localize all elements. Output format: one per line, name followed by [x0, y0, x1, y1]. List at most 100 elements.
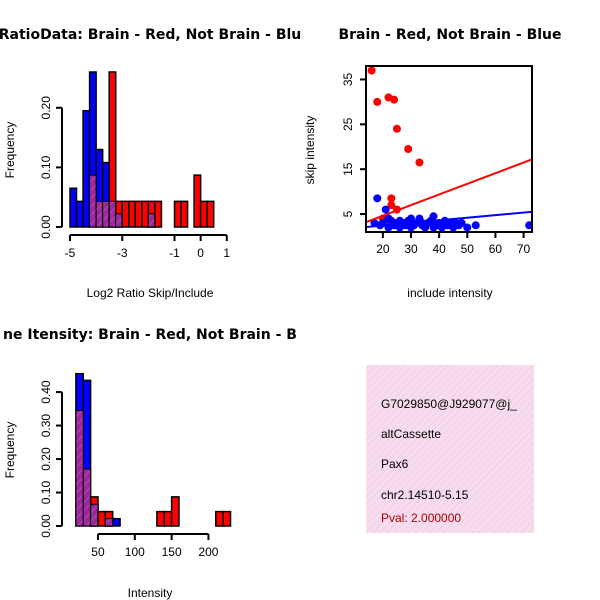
x-tick-label-3: 0 [197, 246, 204, 260]
bar-brain-5 [156, 510, 166, 527]
bar-not-brain-2 [82, 110, 91, 228]
point-not-brain-4 [381, 205, 390, 214]
bar-not-brain-1 [75, 200, 84, 228]
point-brain-4 [392, 124, 401, 133]
x-tick-label-1: -3 [117, 246, 128, 260]
scatter-x-tick-label-1: 30 [404, 242, 418, 256]
intensity-histogram-panel: ne Itensity: Brain - Red, Not Brain - B … [3, 327, 297, 600]
x-tick-label-1: 100 [125, 545, 145, 559]
scatter-title: Brain - Red, Not Brain - Blue [338, 27, 561, 43]
y-tick-label-0: 0.00 [39, 514, 53, 538]
bar-brain-9 [222, 510, 232, 527]
x-tick-label-3: 200 [198, 545, 218, 559]
point-not-brain-0 [373, 194, 382, 203]
bar-brain-7 [170, 496, 180, 527]
bar-brain-10 [154, 200, 163, 228]
bar-brain-3 [97, 510, 107, 527]
ratio-histogram-ylabel: Frequency [3, 122, 17, 179]
bar-brain-14 [199, 200, 208, 228]
x-tick-label-0: -5 [65, 246, 76, 260]
intensity-histogram-xlabel: Intensity [128, 586, 173, 600]
point-brain-5 [404, 145, 413, 153]
point-not-brain-37 [407, 214, 416, 223]
point-not-brain-39 [429, 223, 438, 232]
bar-brain-6 [128, 200, 137, 228]
bar-overlap-1 [82, 468, 92, 527]
bar-brain-13 [193, 174, 202, 228]
fit-line-not-brain [365, 210, 533, 229]
y-tick-label-2: 0.20 [39, 447, 53, 471]
scatter-points [365, 66, 533, 232]
point-not-brain-32 [463, 223, 472, 232]
scatter-y-tick-label-2: 25 [341, 117, 355, 131]
scatter-x-tick-label-5: 70 [517, 242, 531, 256]
bar-overlap-0 [89, 174, 97, 228]
x-tick-label-2: 150 [162, 545, 182, 559]
point-brain-0 [367, 66, 376, 75]
x-tick-label-2: -1 [169, 246, 180, 260]
bar-not-brain-0 [69, 187, 78, 228]
bar-brain-8 [215, 510, 224, 527]
scatter-plot-frame [365, 65, 533, 233]
scatter-x-tick-label-2: 40 [432, 242, 446, 256]
info-box-background [366, 365, 534, 533]
bar-overlap-0 [75, 410, 84, 527]
bar-overlap-2 [102, 200, 110, 228]
info-pval: Pval: 2.000000 [381, 511, 461, 525]
bar-brain-6 [163, 510, 173, 527]
point-not-brain-31 [457, 219, 466, 228]
scatter-x-tick-label-0: 20 [376, 242, 390, 256]
ratio-histogram-title: RatioData: Brain - Red, Not Brain - Blu [0, 27, 301, 43]
y-tick-label-3: 0.30 [39, 414, 53, 438]
fit-line-brain [365, 158, 533, 224]
bar-overlap-1 [95, 200, 104, 228]
point-brain-7 [387, 194, 396, 203]
x-tick-label-4: 1 [223, 246, 230, 260]
bar-overlap-9 [147, 213, 156, 228]
point-brain-6 [415, 158, 424, 167]
bar-brain-8 [141, 200, 150, 228]
scatter-ylabel: skip intensity [303, 116, 317, 185]
bar-brain-7 [134, 200, 143, 228]
bar-brain-11 [173, 200, 182, 228]
bar-brain-15 [206, 200, 215, 228]
bar-brain-5 [121, 200, 130, 228]
point-not-brain-33 [471, 221, 480, 230]
scatter-x-tick-label-3: 50 [461, 242, 475, 256]
intensity-histogram-title: ne Itensity: Brain - Red, Not Brain - B [3, 327, 297, 343]
scatter-axes: 20 30 40 50 60 70 5 15 25 35 [341, 65, 533, 256]
intensity-scatter-panel: Brain - Red, Not Brain - Blue 20 30 40 50 60… [303, 27, 562, 300]
ratio-histogram-bars [69, 71, 215, 228]
ratio-histogram-axes: -5 -3 -1 0 1 0.00 0.10 0.20 [39, 96, 230, 260]
scatter-y-tick-label-3: 35 [341, 72, 355, 86]
bar-overlap-2 [90, 503, 99, 527]
info-location: chr2.14510-5.15 [381, 488, 469, 502]
y-tick-label-1: 0.10 [39, 481, 53, 505]
point-not-brain-21 [429, 212, 438, 221]
scatter-y-tick-label-0: 5 [341, 210, 355, 217]
y-tick-label-4: 0.40 [39, 380, 53, 404]
bar-not-brain-5 [111, 517, 121, 527]
x-tick-label-0: 50 [91, 545, 105, 559]
scatter-xlabel: include intensity [407, 286, 492, 300]
intensity-histogram-bars [75, 372, 232, 527]
bar-overlap-4 [104, 518, 114, 527]
y-tick-label-2: 0.20 [39, 96, 53, 120]
bar-brain-12 [180, 200, 189, 228]
ratio-histogram-panel: RatioData: Brain - Red, Not Brain - Blu … [0, 27, 301, 300]
point-brain-1 [373, 97, 382, 106]
bar-overlap-4 [115, 213, 123, 228]
scatter-x-tick-label-4: 60 [489, 242, 503, 256]
intensity-histogram-axes: 50 100 150 200 0.00 0.10 0.20 0.30 0.40 [39, 380, 219, 559]
info-event-type: altCassette [381, 427, 441, 441]
info-box-panel: G7029850@J929077@j_ altCassette Pax6 chr… [366, 365, 534, 533]
point-brain-8 [387, 201, 396, 210]
info-gene: Pax6 [381, 457, 409, 471]
y-tick-label-0: 0.00 [39, 215, 53, 239]
info-event-id: G7029850@J929077@j_ [381, 397, 517, 411]
scatter-y-tick-label-1: 15 [341, 162, 355, 176]
y-tick-label-1: 0.10 [39, 155, 53, 179]
point-brain-3 [390, 95, 399, 104]
ratio-histogram-xlabel: Log2 Ratio Skip/Include [87, 286, 214, 300]
